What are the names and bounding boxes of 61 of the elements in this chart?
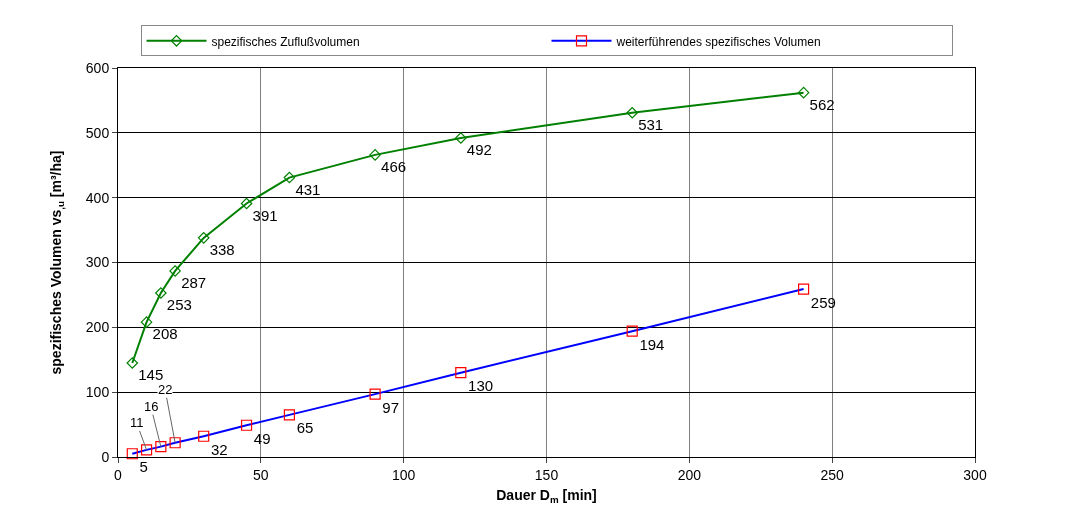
x-tick-label: 250 bbox=[820, 466, 845, 483]
x-tick-label: 0 bbox=[114, 466, 123, 483]
point bbox=[126, 357, 139, 369]
point bbox=[155, 441, 167, 453]
data-label: 32 bbox=[210, 440, 228, 458]
data-label: 97 bbox=[382, 398, 400, 416]
data-label: 11 bbox=[130, 415, 144, 430]
data-label: 253 bbox=[166, 296, 192, 314]
data-label: 259 bbox=[810, 293, 836, 311]
point bbox=[197, 232, 210, 244]
point bbox=[797, 86, 810, 99]
data-label: 22 bbox=[158, 382, 173, 397]
point bbox=[626, 106, 638, 119]
y-tick-label: 200 bbox=[85, 319, 110, 336]
point bbox=[140, 444, 153, 456]
data-label: 562 bbox=[809, 95, 835, 113]
point bbox=[369, 388, 381, 400]
point bbox=[140, 316, 153, 328]
x-tick-label: 300 bbox=[963, 466, 987, 483]
x-tick-label: 150 bbox=[534, 466, 559, 483]
legend-label: spezifisches Zuflußvolumen bbox=[211, 34, 360, 49]
data-label: 130 bbox=[468, 377, 494, 395]
data-label: 466 bbox=[381, 158, 407, 176]
data-label: 492 bbox=[466, 141, 492, 159]
data-label: 338 bbox=[209, 241, 235, 259]
y-tick-label: 100 bbox=[85, 384, 110, 401]
point bbox=[155, 287, 167, 299]
data-label: 194 bbox=[639, 335, 665, 353]
point bbox=[369, 149, 381, 161]
y-tick-label: 300 bbox=[85, 254, 110, 271]
x-tick-label: 100 bbox=[391, 466, 416, 483]
x-tick-label: 50 bbox=[253, 466, 269, 483]
point bbox=[169, 437, 181, 449]
data-label: 145 bbox=[138, 366, 164, 384]
data-label: 49 bbox=[253, 429, 271, 447]
point bbox=[283, 171, 296, 184]
point bbox=[626, 325, 638, 337]
y-tick-label: 500 bbox=[85, 124, 110, 141]
point bbox=[240, 197, 253, 210]
point bbox=[798, 283, 810, 295]
x-axis-title: Dauer D$_{m}$ [min] bbox=[496, 487, 597, 506]
point bbox=[455, 132, 467, 144]
point bbox=[283, 409, 295, 421]
x-tick-label: 200 bbox=[677, 466, 702, 483]
y-tick-label: 400 bbox=[85, 189, 110, 206]
point bbox=[198, 430, 210, 442]
data-label: 5 bbox=[139, 458, 148, 476]
point bbox=[240, 419, 253, 431]
y-tick-label: 0 bbox=[101, 448, 110, 465]
legend-label: weiterführendes spezifisches Volumen bbox=[615, 34, 821, 49]
data-label: 16 bbox=[144, 399, 159, 414]
data-label: 208 bbox=[152, 325, 178, 343]
data-label: 391 bbox=[252, 206, 278, 224]
data-label: 431 bbox=[295, 180, 321, 198]
y-tick-label: 600 bbox=[85, 59, 110, 76]
data-label: 65 bbox=[296, 419, 314, 437]
point bbox=[126, 448, 138, 460]
point bbox=[169, 265, 181, 277]
data-label: 531 bbox=[638, 115, 664, 133]
point bbox=[455, 367, 467, 379]
data-label: 287 bbox=[181, 274, 207, 292]
